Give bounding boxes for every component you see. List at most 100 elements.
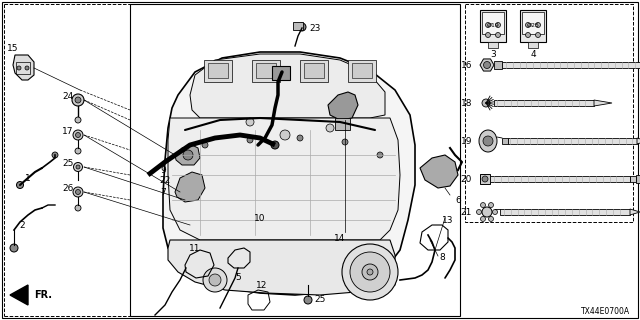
Bar: [16, 62, 30, 74]
Text: Ø19: Ø19: [486, 22, 499, 28]
Polygon shape: [175, 172, 205, 202]
Circle shape: [202, 142, 208, 148]
Polygon shape: [163, 52, 415, 295]
Circle shape: [74, 163, 83, 172]
Text: 21: 21: [461, 207, 472, 217]
Circle shape: [203, 268, 227, 292]
Circle shape: [482, 207, 492, 217]
Circle shape: [75, 148, 81, 154]
Circle shape: [483, 61, 490, 68]
Circle shape: [477, 210, 481, 214]
Circle shape: [73, 187, 83, 197]
Text: 15: 15: [7, 44, 19, 52]
Bar: [272, 66, 290, 80]
Bar: [508, 138, 637, 144]
Bar: [630, 176, 636, 182]
Circle shape: [280, 130, 290, 140]
Bar: [480, 10, 506, 42]
Circle shape: [488, 203, 493, 208]
Text: 11: 11: [189, 244, 201, 252]
Circle shape: [76, 165, 80, 169]
Circle shape: [257, 74, 269, 86]
Text: 12: 12: [256, 282, 268, 291]
Circle shape: [488, 216, 493, 221]
Text: 4: 4: [530, 50, 536, 59]
Circle shape: [536, 33, 541, 37]
Text: 5: 5: [235, 274, 241, 283]
Bar: [500, 209, 630, 215]
Circle shape: [536, 22, 541, 28]
Circle shape: [353, 74, 365, 86]
Circle shape: [342, 244, 398, 300]
Bar: [300, 60, 328, 82]
Bar: [494, 61, 502, 69]
Circle shape: [326, 124, 334, 132]
Circle shape: [377, 152, 383, 158]
Bar: [502, 138, 508, 144]
Circle shape: [495, 33, 500, 37]
Circle shape: [75, 97, 81, 103]
Circle shape: [10, 244, 18, 252]
Circle shape: [246, 118, 254, 126]
Circle shape: [481, 203, 486, 208]
Circle shape: [486, 33, 490, 37]
Text: 25: 25: [314, 295, 326, 305]
Circle shape: [72, 94, 84, 106]
Text: Ø25: Ø25: [527, 22, 540, 28]
Circle shape: [25, 66, 29, 70]
Bar: [520, 10, 546, 42]
Text: 18: 18: [461, 99, 472, 108]
Circle shape: [362, 264, 378, 280]
Polygon shape: [480, 59, 494, 71]
Text: 2: 2: [19, 220, 25, 229]
Circle shape: [367, 269, 373, 275]
Circle shape: [17, 181, 24, 188]
Polygon shape: [168, 118, 400, 240]
Circle shape: [482, 99, 490, 107]
Polygon shape: [10, 285, 28, 305]
Circle shape: [298, 23, 306, 31]
Circle shape: [52, 152, 58, 158]
Text: 13: 13: [442, 215, 454, 225]
Bar: [465, 4, 633, 222]
Circle shape: [525, 22, 531, 28]
Circle shape: [17, 66, 21, 70]
Circle shape: [305, 74, 317, 86]
Circle shape: [482, 176, 488, 182]
Text: TX44E0700A: TX44E0700A: [581, 308, 630, 316]
Polygon shape: [630, 209, 640, 215]
Text: 20: 20: [461, 174, 472, 183]
Polygon shape: [328, 92, 358, 120]
Polygon shape: [420, 155, 458, 188]
Circle shape: [495, 22, 500, 28]
Circle shape: [75, 205, 81, 211]
Ellipse shape: [479, 130, 497, 152]
Circle shape: [76, 189, 81, 195]
Circle shape: [247, 137, 253, 143]
Circle shape: [209, 74, 221, 86]
Bar: [293, 22, 303, 30]
Circle shape: [212, 77, 218, 83]
Text: 7: 7: [160, 188, 166, 196]
Circle shape: [297, 135, 303, 141]
Circle shape: [493, 210, 497, 214]
Polygon shape: [175, 145, 200, 165]
Text: 9: 9: [160, 165, 166, 174]
Polygon shape: [637, 138, 640, 144]
Circle shape: [350, 252, 390, 292]
Text: 8: 8: [439, 253, 445, 262]
Bar: [636, 175, 640, 183]
Circle shape: [304, 296, 312, 304]
Bar: [256, 63, 276, 78]
Circle shape: [342, 139, 348, 145]
Circle shape: [75, 117, 81, 123]
Circle shape: [73, 130, 83, 140]
Text: 23: 23: [309, 23, 321, 33]
Text: 24: 24: [62, 92, 74, 100]
Circle shape: [308, 77, 314, 83]
Circle shape: [271, 141, 279, 149]
Bar: [352, 63, 372, 78]
Text: 6: 6: [455, 196, 461, 204]
Circle shape: [486, 22, 490, 28]
Text: 19: 19: [461, 137, 472, 146]
